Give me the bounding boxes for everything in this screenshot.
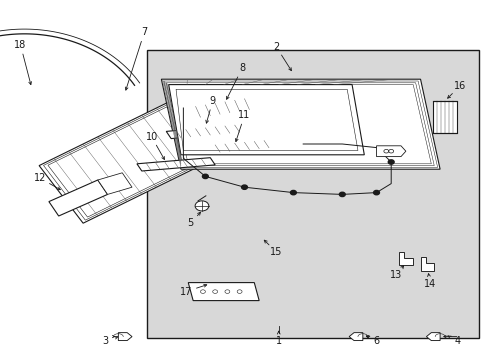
Text: 5: 5 xyxy=(187,218,193,228)
Polygon shape xyxy=(98,173,132,194)
Polygon shape xyxy=(348,333,362,341)
Polygon shape xyxy=(39,101,215,223)
Circle shape xyxy=(195,201,208,211)
Polygon shape xyxy=(168,85,364,155)
Polygon shape xyxy=(185,97,259,119)
Text: 10: 10 xyxy=(145,132,158,142)
Text: 7: 7 xyxy=(141,27,147,37)
Text: 3: 3 xyxy=(102,336,108,346)
Circle shape xyxy=(373,190,379,195)
Circle shape xyxy=(339,192,345,197)
Polygon shape xyxy=(426,333,439,341)
Text: 9: 9 xyxy=(209,96,215,106)
Text: 17: 17 xyxy=(179,287,192,297)
Polygon shape xyxy=(166,124,249,139)
Circle shape xyxy=(202,174,208,179)
Text: 6: 6 xyxy=(373,336,379,346)
Polygon shape xyxy=(432,101,456,133)
Circle shape xyxy=(241,185,247,189)
Polygon shape xyxy=(137,158,215,171)
Polygon shape xyxy=(398,252,412,265)
Text: 16: 16 xyxy=(452,81,465,91)
Polygon shape xyxy=(420,257,433,271)
Circle shape xyxy=(290,190,296,195)
Text: 8: 8 xyxy=(239,63,244,73)
Polygon shape xyxy=(205,140,278,153)
Circle shape xyxy=(387,160,393,164)
Text: 18: 18 xyxy=(14,40,27,50)
Polygon shape xyxy=(118,333,132,341)
Text: 2: 2 xyxy=(273,42,279,52)
Polygon shape xyxy=(376,146,405,157)
Text: 12: 12 xyxy=(34,173,46,183)
Bar xyxy=(146,50,478,338)
Polygon shape xyxy=(49,180,107,216)
Text: 11: 11 xyxy=(238,110,250,120)
Polygon shape xyxy=(188,283,259,301)
Text: 15: 15 xyxy=(269,247,282,257)
Text: 1: 1 xyxy=(275,336,281,346)
Text: 13: 13 xyxy=(389,270,402,280)
Text: 14: 14 xyxy=(423,279,436,289)
Text: 4: 4 xyxy=(453,336,459,346)
Polygon shape xyxy=(161,79,439,169)
